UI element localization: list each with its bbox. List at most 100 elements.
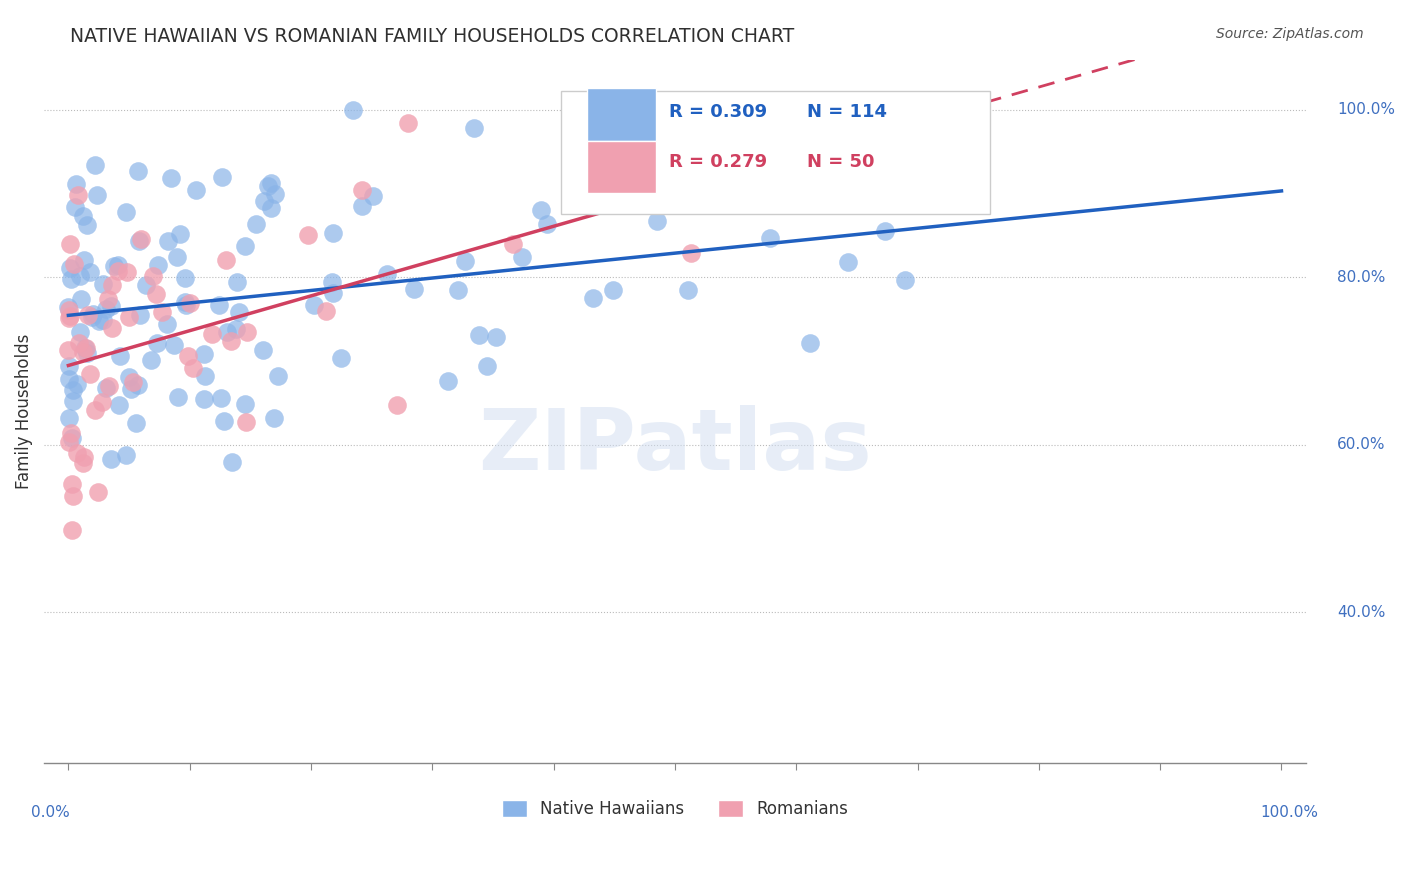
Native Hawaiians bbox=[62, 394, 84, 409]
Romanians bbox=[58, 303, 80, 318]
Native Hawaiians bbox=[174, 297, 197, 311]
FancyBboxPatch shape bbox=[561, 91, 990, 214]
Romanians bbox=[98, 379, 121, 393]
Native Hawaiians bbox=[169, 227, 191, 242]
Romanians bbox=[59, 309, 82, 323]
Romanians bbox=[315, 304, 337, 318]
Native Hawaiians bbox=[107, 259, 129, 273]
Romanians bbox=[58, 435, 80, 450]
Romanians bbox=[297, 228, 319, 243]
Romanians bbox=[215, 253, 238, 268]
Native Hawaiians bbox=[60, 431, 83, 445]
Romanians bbox=[72, 456, 94, 470]
Romanians bbox=[75, 341, 97, 355]
Native Hawaiians bbox=[510, 251, 533, 265]
Native Hawaiians bbox=[70, 292, 93, 306]
Native Hawaiians bbox=[135, 277, 157, 292]
Native Hawaiians bbox=[193, 392, 215, 407]
Romanians bbox=[66, 446, 89, 460]
Native Hawaiians bbox=[69, 326, 91, 340]
Native Hawaiians bbox=[233, 239, 256, 253]
Romanians bbox=[63, 257, 86, 271]
Native Hawaiians bbox=[86, 187, 108, 202]
Romanians bbox=[142, 268, 165, 283]
Native Hawaiians bbox=[211, 169, 233, 184]
Romanians bbox=[59, 236, 82, 251]
Native Hawaiians bbox=[212, 413, 235, 427]
Text: 60.0%: 60.0% bbox=[1337, 437, 1386, 452]
Romanians bbox=[385, 398, 408, 412]
Native Hawaiians bbox=[447, 283, 470, 297]
Romanians bbox=[87, 484, 110, 499]
Native Hawaiians bbox=[226, 275, 249, 289]
Native Hawaiians bbox=[375, 267, 398, 281]
Native Hawaiians bbox=[221, 455, 243, 469]
Romanians bbox=[179, 296, 201, 310]
Romanians bbox=[90, 395, 112, 409]
Native Hawaiians bbox=[163, 338, 186, 352]
Romanians bbox=[502, 236, 524, 251]
Text: R = 0.309: R = 0.309 bbox=[669, 103, 766, 121]
Text: N = 50: N = 50 bbox=[807, 153, 875, 170]
Native Hawaiians bbox=[174, 294, 197, 309]
Native Hawaiians bbox=[73, 252, 96, 267]
Romanians bbox=[235, 325, 257, 339]
Romanians bbox=[131, 232, 153, 246]
Romanians bbox=[84, 403, 107, 417]
Romanians bbox=[58, 310, 80, 325]
Text: Source: ZipAtlas.com: Source: ZipAtlas.com bbox=[1216, 27, 1364, 41]
Native Hawaiians bbox=[167, 390, 190, 404]
Romanians bbox=[681, 246, 703, 260]
Native Hawaiians bbox=[228, 305, 250, 319]
Romanians bbox=[79, 367, 101, 381]
Native Hawaiians bbox=[252, 194, 274, 209]
Native Hawaiians bbox=[330, 351, 353, 366]
Native Hawaiians bbox=[209, 392, 232, 406]
Y-axis label: Family Households: Family Households bbox=[15, 334, 32, 489]
Native Hawaiians bbox=[91, 277, 114, 292]
Native Hawaiians bbox=[115, 448, 138, 462]
Text: R = 0.279: R = 0.279 bbox=[669, 153, 766, 170]
Native Hawaiians bbox=[117, 370, 139, 384]
Native Hawaiians bbox=[193, 346, 215, 360]
Romanians bbox=[101, 320, 124, 334]
Native Hawaiians bbox=[321, 275, 343, 289]
Native Hawaiians bbox=[65, 177, 87, 191]
Native Hawaiians bbox=[225, 321, 247, 335]
Text: ZIPatlas: ZIPatlas bbox=[478, 405, 872, 488]
Romanians bbox=[145, 286, 167, 301]
Romanians bbox=[235, 415, 257, 429]
Native Hawaiians bbox=[184, 183, 207, 197]
Native Hawaiians bbox=[66, 377, 89, 392]
Native Hawaiians bbox=[160, 171, 183, 186]
Native Hawaiians bbox=[593, 166, 616, 180]
Native Hawaiians bbox=[72, 209, 94, 223]
Native Hawaiians bbox=[259, 176, 281, 190]
Native Hawaiians bbox=[128, 308, 150, 322]
Native Hawaiians bbox=[59, 260, 82, 275]
Native Hawaiians bbox=[58, 371, 80, 385]
Native Hawaiians bbox=[875, 224, 897, 238]
Native Hawaiians bbox=[63, 201, 86, 215]
Native Hawaiians bbox=[350, 199, 373, 213]
FancyBboxPatch shape bbox=[586, 141, 657, 194]
Native Hawaiians bbox=[647, 213, 669, 227]
Native Hawaiians bbox=[252, 343, 274, 357]
Text: 80.0%: 80.0% bbox=[1337, 270, 1386, 285]
Romanians bbox=[152, 305, 174, 319]
Native Hawaiians bbox=[468, 328, 491, 343]
Native Hawaiians bbox=[194, 368, 217, 383]
Native Hawaiians bbox=[166, 250, 188, 264]
Romanians bbox=[117, 264, 139, 278]
Native Hawaiians bbox=[536, 217, 558, 231]
Native Hawaiians bbox=[75, 341, 97, 355]
Native Hawaiians bbox=[82, 307, 104, 321]
Romanians bbox=[60, 476, 83, 491]
Text: NATIVE HAWAIIAN VS ROMANIAN FAMILY HOUSEHOLDS CORRELATION CHART: NATIVE HAWAIIAN VS ROMANIAN FAMILY HOUSE… bbox=[70, 27, 794, 45]
Native Hawaiians bbox=[267, 369, 290, 384]
Native Hawaiians bbox=[120, 382, 142, 396]
Romanians bbox=[100, 278, 122, 293]
Romanians bbox=[219, 334, 242, 349]
Romanians bbox=[67, 335, 90, 350]
Text: 100.0%: 100.0% bbox=[1337, 103, 1395, 118]
